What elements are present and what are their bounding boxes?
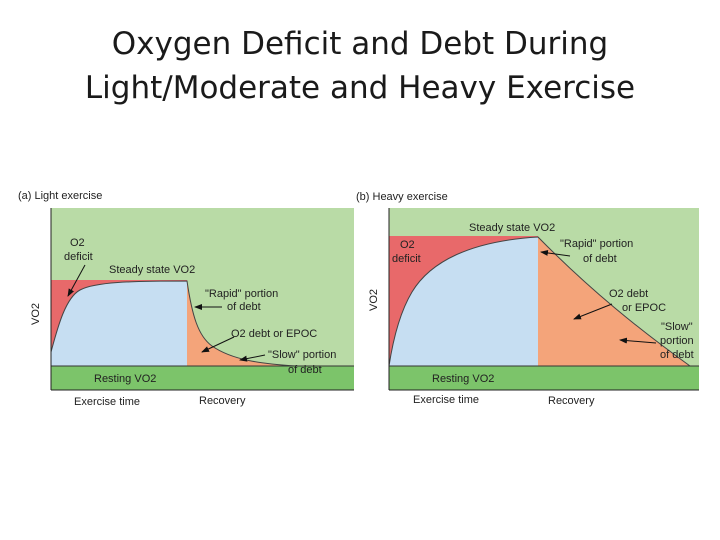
panel-b-rapid-arrow xyxy=(540,249,571,257)
panel-b-o2-debt-area xyxy=(538,237,690,366)
panel-b-title: (b) Heavy exercise xyxy=(356,191,448,203)
panel-a-o2-deficit-area xyxy=(51,280,187,352)
panel-a-steady-state-area xyxy=(51,281,187,366)
panel-a-rapid-label-2: of debt xyxy=(227,301,261,313)
panel-b-o2-label: O2 xyxy=(400,239,415,251)
panel-a-debt-arrow xyxy=(201,336,235,353)
panel-b-o2-deficit-area xyxy=(389,236,538,366)
panel-a-deficit-arrow xyxy=(67,264,86,297)
panel-a-deficit-label: deficit xyxy=(64,251,93,263)
panel-b-vo2-curve xyxy=(388,236,691,367)
panel-light-exercise: (a) Light exercise VO2 O2 deficit Steady… xyxy=(18,190,354,408)
panel-a-recovery-label: Recovery xyxy=(199,395,246,407)
panel-b-rapid-label-1: "Rapid" portion xyxy=(560,238,633,250)
panel-a-debt-label: O2 debt or EPOC xyxy=(231,328,317,340)
panel-a-resting-band xyxy=(51,366,354,390)
slide-title: Oxygen Deficit and Debt During Light/Mod… xyxy=(0,22,720,110)
panel-b-y-axis-label: VO2 xyxy=(368,289,380,311)
panel-a-y-axis-label: VO2 xyxy=(30,303,42,325)
panel-b-slow-label-3: of debt xyxy=(660,349,694,361)
panel-b-slow-label-2: portion xyxy=(660,335,694,347)
panel-b-debt-arrow xyxy=(573,303,613,320)
panel-b-slow-arrow xyxy=(619,337,657,344)
panel-a-slow-label-1: "Slow" portion xyxy=(268,349,336,361)
panel-a-slow-label-2: of debt xyxy=(288,364,322,376)
panel-a-title: (a) Light exercise xyxy=(18,190,102,202)
panel-b-recovery-label: Recovery xyxy=(548,395,595,407)
panel-b-exercise-time-label: Exercise time xyxy=(413,394,479,406)
panel-a-resting-label: Resting VO2 xyxy=(94,373,156,385)
panel-b-steady-state-area xyxy=(389,237,538,366)
panel-b-rapid-label-2: of debt xyxy=(583,253,617,265)
panel-a-o2-debt-area xyxy=(187,281,296,366)
panel-b-deficit-label: deficit xyxy=(392,253,421,265)
panel-b-debt-label-2: or EPOC xyxy=(622,302,666,314)
panel-a-steady-state-label: Steady state VO2 xyxy=(109,264,195,276)
panel-b-resting-band xyxy=(389,366,699,390)
panel-a-slow-arrow xyxy=(239,354,266,362)
panel-b-steady-state-label: Steady state VO2 xyxy=(469,222,555,234)
title-line-2: Light/Moderate and Heavy Exercise xyxy=(84,70,636,106)
title-line-1: Oxygen Deficit and Debt During xyxy=(111,26,609,62)
panel-a-vo2-curve xyxy=(50,280,297,367)
panel-a-o2-label: O2 xyxy=(70,237,85,249)
panel-heavy-exercise: (b) Heavy exercise VO2 Steady state VO2 … xyxy=(356,191,699,407)
panel-a-exercise-time-label: Exercise time xyxy=(74,396,140,408)
panel-b-debt-label-1: O2 debt xyxy=(609,288,648,300)
panel-b-resting-label: Resting VO2 xyxy=(432,373,494,385)
panel-b-slow-label-1: "Slow" xyxy=(661,321,693,333)
panel-a-rapid-label-1: "Rapid" portion xyxy=(205,288,278,300)
